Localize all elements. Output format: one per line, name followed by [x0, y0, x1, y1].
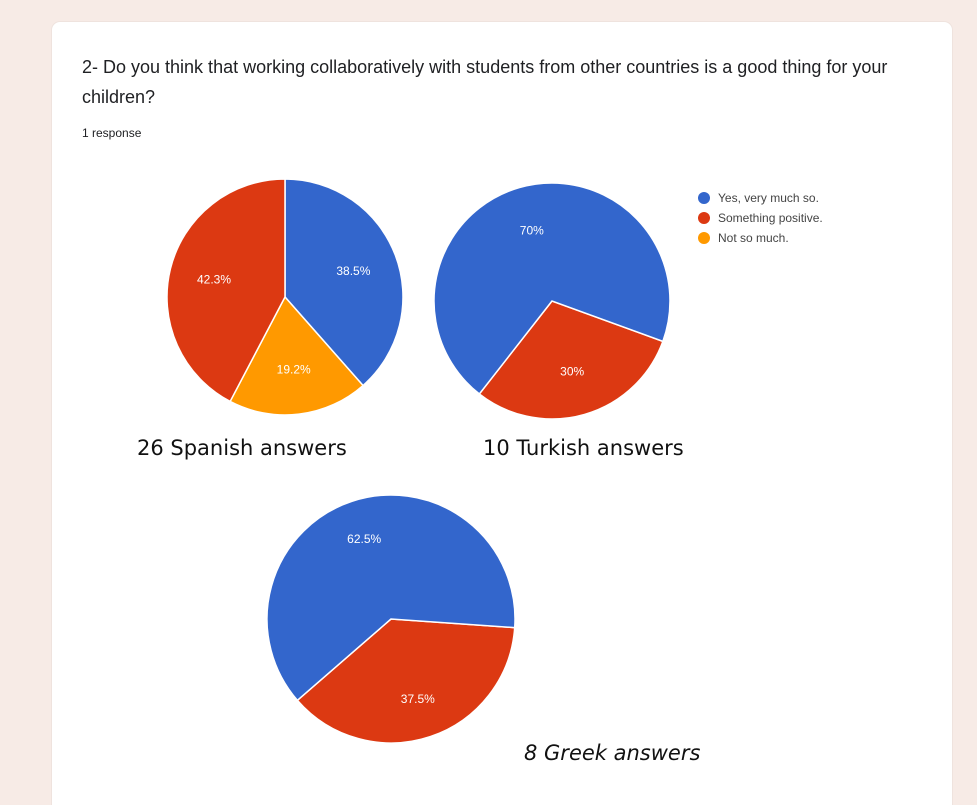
pie-turkish-value-label-1: 70% — [520, 224, 544, 238]
pie-spanish-value-label-3: 19.2% — [277, 363, 311, 377]
pie-turkish-slice-2 — [478, 300, 664, 420]
caption-greek: 8 Greek answers — [524, 741, 700, 765]
pie-greek-value-label-1: 62.5% — [347, 532, 381, 546]
legend-swatch-1 — [698, 192, 710, 204]
pie-greek-slice-1 — [266, 494, 516, 702]
legend-swatch-2 — [698, 212, 710, 224]
caption-spanish: 26 Spanish answers — [137, 436, 347, 460]
response-count: 1 response — [82, 126, 142, 140]
legend-label-3: Not so much. — [718, 231, 789, 245]
caption-turkish: 10 Turkish answers — [483, 436, 684, 460]
pie-spanish-slice-2 — [166, 178, 286, 403]
chart-legend: Yes, very much so. Something positive. Not… — [698, 191, 823, 245]
pie-greek: 37.5% 62.5% — [266, 494, 516, 744]
pie-spanish-slice-3 — [229, 295, 365, 416]
pie-spanish-value-label-2: 42.3% — [197, 273, 231, 287]
legend-label-1: Yes, very much so. — [718, 191, 819, 205]
legend-label-2: Something positive. — [718, 211, 823, 225]
pie-greek-slice-2 — [296, 618, 516, 744]
pie-turkish-slice-1 — [433, 182, 671, 396]
pie-spanish-value-label-1: 38.5% — [336, 264, 370, 278]
legend-swatch-3 — [698, 232, 710, 244]
pie-turkish: 30% 70% — [433, 182, 671, 420]
pie-spanish-slice-1 — [284, 178, 404, 387]
pie-greek-value-label-2: 37.5% — [401, 692, 435, 706]
question-title: 2- Do you think that working collaborati… — [82, 57, 888, 107]
pie-spanish: 38.5% 19.2% 42.3% — [166, 178, 404, 416]
pie-turkish-value-label-2: 30% — [560, 364, 584, 378]
pie-charts: 38.5% 19.2% 42.3% 30% 70% 37.5% 62.5% — [166, 178, 671, 744]
